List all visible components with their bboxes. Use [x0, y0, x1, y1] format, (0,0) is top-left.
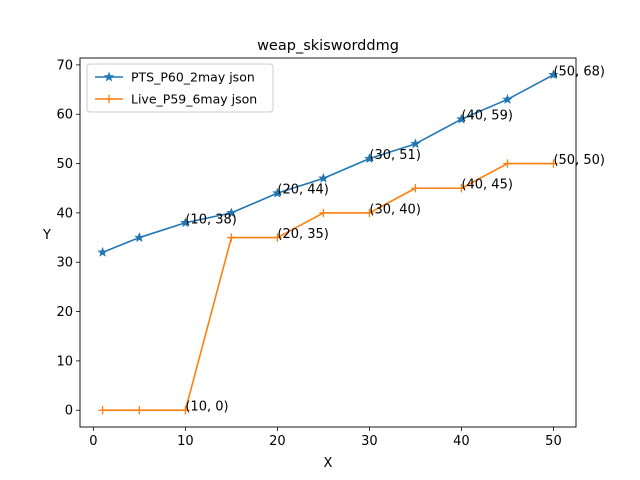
point-annotation: (10, 38) [185, 212, 237, 227]
data-point [365, 208, 374, 218]
point-annotation: (50, 68) [553, 64, 605, 79]
point-annotation: (40, 59) [461, 109, 512, 124]
data-point [180, 217, 191, 228]
point-annotation: (30, 51) [369, 148, 421, 163]
data-point [549, 159, 558, 168]
point-annotation: (50, 50) [553, 153, 605, 168]
data-point [135, 406, 144, 415]
point-annotation: (30, 40) [369, 202, 421, 217]
annotation-layer: (10, 38) (20, 44) (30, 51) (40, 59) (50, 68)… [185, 64, 605, 414]
data-point [548, 69, 559, 80]
data-point [273, 233, 282, 242]
point-annotation: (10, 0) [185, 400, 228, 415]
series-layer [97, 69, 559, 415]
plot-area: (10, 38) (20, 44) (30, 51) (40, 59) (50, 68)… [79, 57, 605, 428]
y-tick-label: 10 [56, 354, 73, 369]
data-point [227, 233, 236, 242]
x-tick-label: 0 [89, 434, 97, 449]
y-tick-label: 30 [56, 256, 73, 271]
point-annotation: (40, 45) [461, 178, 512, 193]
x-axis-ticks: 0 10 20 30 40 50 [89, 427, 562, 449]
data-point [410, 138, 421, 149]
point-annotation: (20, 44) [277, 183, 329, 198]
data-point [502, 93, 513, 104]
series-2 [98, 159, 558, 415]
y-tick-label: 70 [56, 58, 73, 73]
x-tick-label: 40 [453, 434, 470, 449]
data-point [411, 184, 420, 193]
y-tick-label: 40 [56, 206, 73, 221]
y-tick-label: 0 [65, 404, 73, 419]
legend-marker [103, 71, 115, 82]
point-annotation: (20, 35) [277, 227, 329, 242]
y-tick-label: 50 [56, 157, 73, 172]
x-tick-label: 50 [545, 434, 562, 449]
data-point [97, 246, 108, 257]
data-point [226, 207, 237, 218]
legend-item: Live_P59_6may json [95, 92, 257, 107]
data-point [503, 159, 512, 168]
axes-frame [79, 57, 577, 428]
data-point [134, 232, 145, 242]
data-point [456, 113, 467, 124]
y-tick-label: 60 [56, 108, 73, 123]
legend-label: PTS_P60_2may json [131, 70, 255, 85]
legend-marker [104, 94, 114, 104]
y-tick-label: 20 [56, 305, 73, 320]
series-1 [97, 69, 559, 257]
legend-box [86, 63, 274, 113]
data-point [98, 406, 107, 415]
legend-label: Live_P59_6may json [131, 92, 257, 107]
legend-item: PTS_P60_2may json [95, 70, 255, 85]
data-point [364, 153, 375, 164]
x-tick-label: 10 [177, 434, 194, 449]
x-tick-label: 30 [361, 434, 378, 449]
data-point [318, 172, 329, 183]
data-point [319, 208, 328, 218]
x-axis-label: X [324, 456, 333, 471]
data-point [181, 406, 190, 415]
x-tick-label: 20 [269, 434, 286, 449]
data-point [272, 187, 283, 198]
y-axis-label: Y [42, 228, 51, 243]
data-point [457, 184, 466, 193]
chart-title: weap_skisworddmg [257, 38, 399, 54]
y-axis-ticks: 0 10 20 30 40 50 60 70 [56, 58, 80, 419]
legend: PTS_P60_2may json Live_P59_6may json [86, 63, 274, 113]
